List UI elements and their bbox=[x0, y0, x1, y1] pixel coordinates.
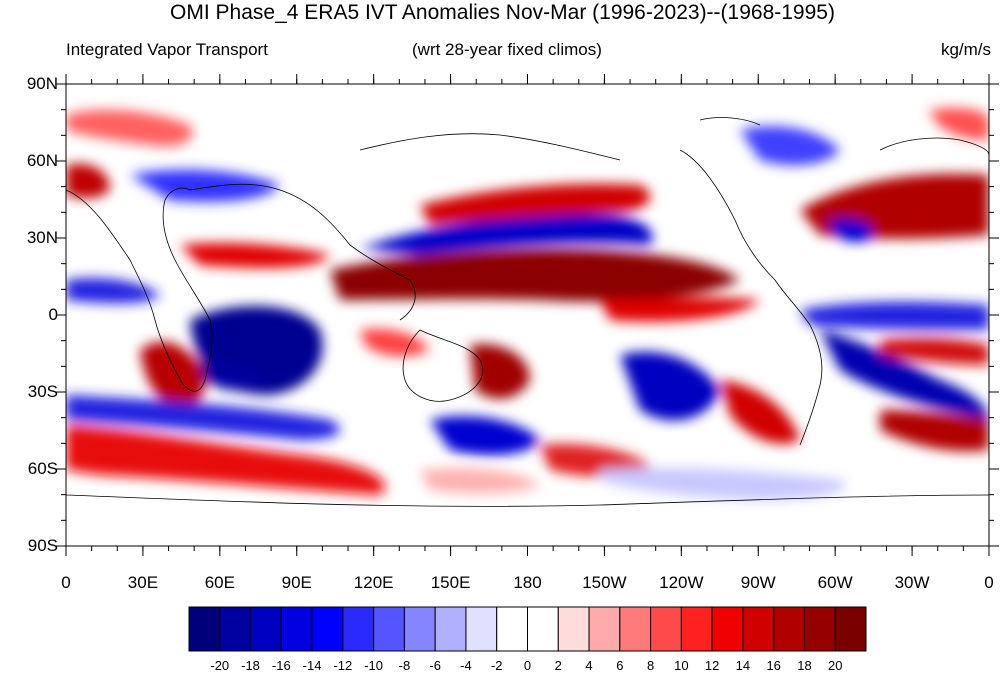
colorbar-label: 2 bbox=[554, 658, 562, 673]
lon-label: 180 bbox=[513, 573, 542, 592]
lon-label: 0 bbox=[61, 573, 71, 592]
lon-label: 30W bbox=[894, 573, 930, 592]
colorbar-swatch bbox=[465, 606, 498, 652]
colorbar-label: -18 bbox=[241, 658, 260, 673]
colorbar-label: 16 bbox=[766, 658, 781, 673]
colorbar-label: -4 bbox=[460, 658, 472, 673]
colorbar-swatch bbox=[496, 606, 528, 652]
anomaly-blobs bbox=[66, 108, 989, 500]
colorbar-swatch bbox=[803, 606, 836, 652]
page-title: OMI Phase_4 ERA5 IVT Anomalies Nov-Mar (… bbox=[170, 1, 835, 24]
lat-label: 60S bbox=[27, 459, 58, 478]
lon-label: 120W bbox=[659, 573, 704, 592]
colorbar-swatch bbox=[588, 606, 621, 652]
pacific-positive-band bbox=[330, 248, 740, 302]
colorbar-swatch bbox=[250, 606, 282, 652]
continent-outline-icon bbox=[66, 117, 989, 507]
colorbar-label: -6 bbox=[429, 658, 441, 673]
colorbar-label: -14 bbox=[302, 658, 322, 673]
lon-label: 150E bbox=[430, 573, 471, 592]
colorbar-swatch bbox=[280, 606, 313, 652]
colorbar-label: 14 bbox=[735, 658, 751, 673]
colorbar-swatch bbox=[403, 606, 436, 652]
colorbar-swatch bbox=[311, 606, 344, 652]
lat-label: 30S bbox=[27, 382, 58, 401]
southern-positive-band bbox=[66, 425, 386, 495]
lon-label: 150W bbox=[582, 573, 627, 592]
lon-label: 60E bbox=[204, 573, 235, 592]
colorbar-swatch bbox=[711, 606, 744, 652]
colorbar-swatch bbox=[527, 606, 559, 652]
colorbar-label: 0 bbox=[523, 658, 532, 673]
lat-label: 90N bbox=[26, 74, 58, 93]
lon-label: 60W bbox=[817, 573, 853, 592]
colorbar-label: -12 bbox=[333, 658, 353, 673]
colorbar-label: 18 bbox=[797, 658, 812, 673]
units-label: kg/m/s bbox=[940, 40, 991, 59]
colorbar-label: -2 bbox=[490, 658, 503, 673]
colorbar-label: -8 bbox=[398, 658, 411, 673]
colorbar-label: 8 bbox=[646, 658, 655, 673]
lon-label: 120E bbox=[353, 573, 394, 592]
lon-label: 0 bbox=[984, 573, 994, 592]
colorbar-label: -20 bbox=[210, 658, 230, 673]
colorbar-label: -16 bbox=[271, 658, 291, 673]
colorbar-swatch bbox=[742, 606, 775, 652]
axis-ticks bbox=[56, 74, 999, 556]
colorbar-swatch bbox=[188, 606, 221, 652]
colorbar-label: -10 bbox=[364, 658, 384, 673]
lon-label: 90W bbox=[740, 573, 776, 592]
colorbar-swatch bbox=[834, 606, 867, 652]
lat-label: 90S bbox=[27, 536, 58, 555]
lon-label: 30E bbox=[127, 573, 159, 592]
center-subtitle: (wrt 28-year fixed climos) bbox=[412, 40, 602, 59]
colorbar-label: 6 bbox=[616, 658, 624, 673]
colorbar-label: 4 bbox=[585, 658, 593, 673]
lat-label: 30N bbox=[26, 228, 58, 247]
colorbar-swatch bbox=[619, 606, 652, 652]
colorbar-swatch bbox=[219, 606, 252, 652]
colorbar-swatch bbox=[434, 606, 467, 652]
lat-label: 60N bbox=[26, 151, 58, 170]
colorbar-label: 12 bbox=[704, 658, 720, 673]
colorbar-label: 10 bbox=[674, 658, 689, 673]
left-subtitle: Integrated Vapor Transport bbox=[66, 40, 268, 59]
colorbar bbox=[188, 606, 867, 652]
anomaly-field bbox=[66, 84, 989, 546]
colorbar-swatch bbox=[342, 606, 375, 652]
lat-label: 0 bbox=[48, 305, 58, 324]
colorbar-swatch bbox=[650, 606, 682, 652]
lon-label: 90E bbox=[281, 573, 312, 592]
pacific-negative-band bbox=[360, 214, 653, 255]
colorbar-swatch bbox=[373, 606, 405, 652]
colorbar-swatch bbox=[773, 606, 805, 652]
colorbar-label: 20 bbox=[827, 658, 843, 673]
colorbar-swatch bbox=[557, 606, 590, 652]
colorbar-swatch bbox=[680, 606, 713, 652]
